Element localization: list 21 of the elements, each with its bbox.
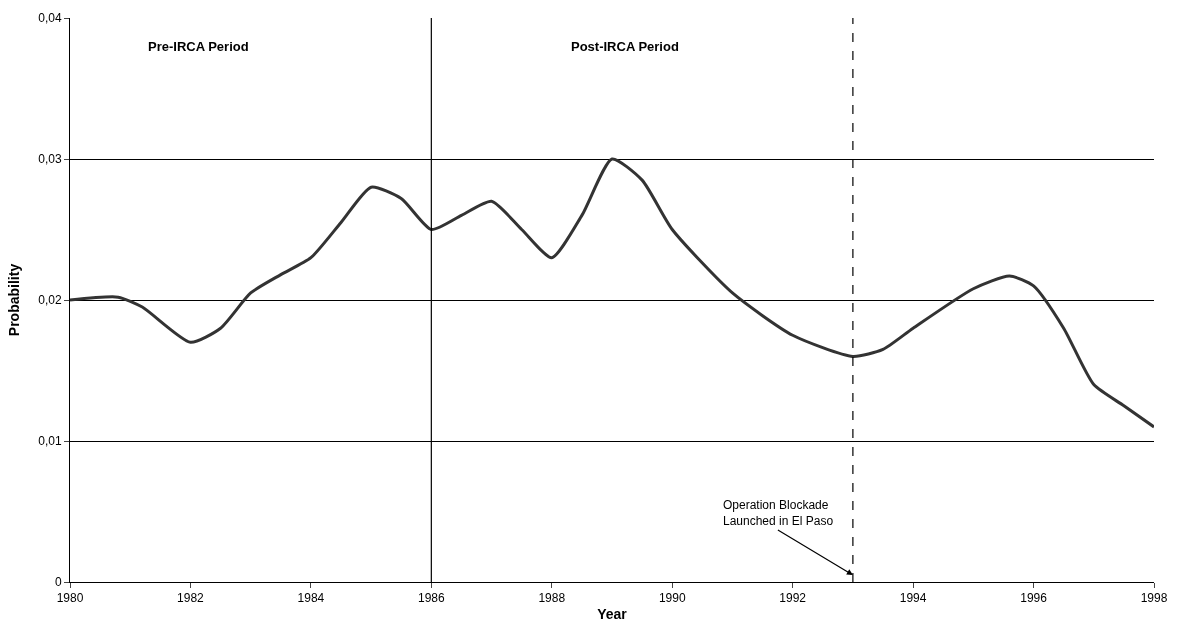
x-tick-label: 1980: [56, 591, 84, 606]
line-series: [70, 157, 1154, 429]
annotation: Pre-IRCA Period: [148, 39, 249, 54]
x-tick-label: 1996: [1020, 591, 1048, 606]
annotation: Operation Blockade Launched in El Paso: [723, 498, 834, 528]
x-tick-label: 1988: [538, 591, 566, 606]
y-tick-label: 0,03: [38, 152, 62, 167]
x-tick-label: 1982: [177, 591, 205, 606]
y-tick-label: 0,01: [38, 434, 62, 449]
x-tick-label: 1986: [417, 591, 445, 606]
y-tick-label: 0,02: [38, 293, 62, 308]
y-tick-label: 0,04: [38, 11, 62, 26]
y-axis-title: Probability: [5, 263, 22, 337]
x-tick-label: 1992: [779, 591, 807, 606]
annotation: Post-IRCA Period: [571, 39, 679, 54]
y-tick-label: 0: [54, 575, 62, 590]
x-tick-label: 1990: [658, 591, 686, 606]
x-tick-label: 1994: [899, 591, 927, 606]
x-tick-label: 1998: [1140, 591, 1168, 606]
x-axis-title: Year: [597, 605, 628, 622]
x-tick-label: 1984: [297, 591, 325, 606]
